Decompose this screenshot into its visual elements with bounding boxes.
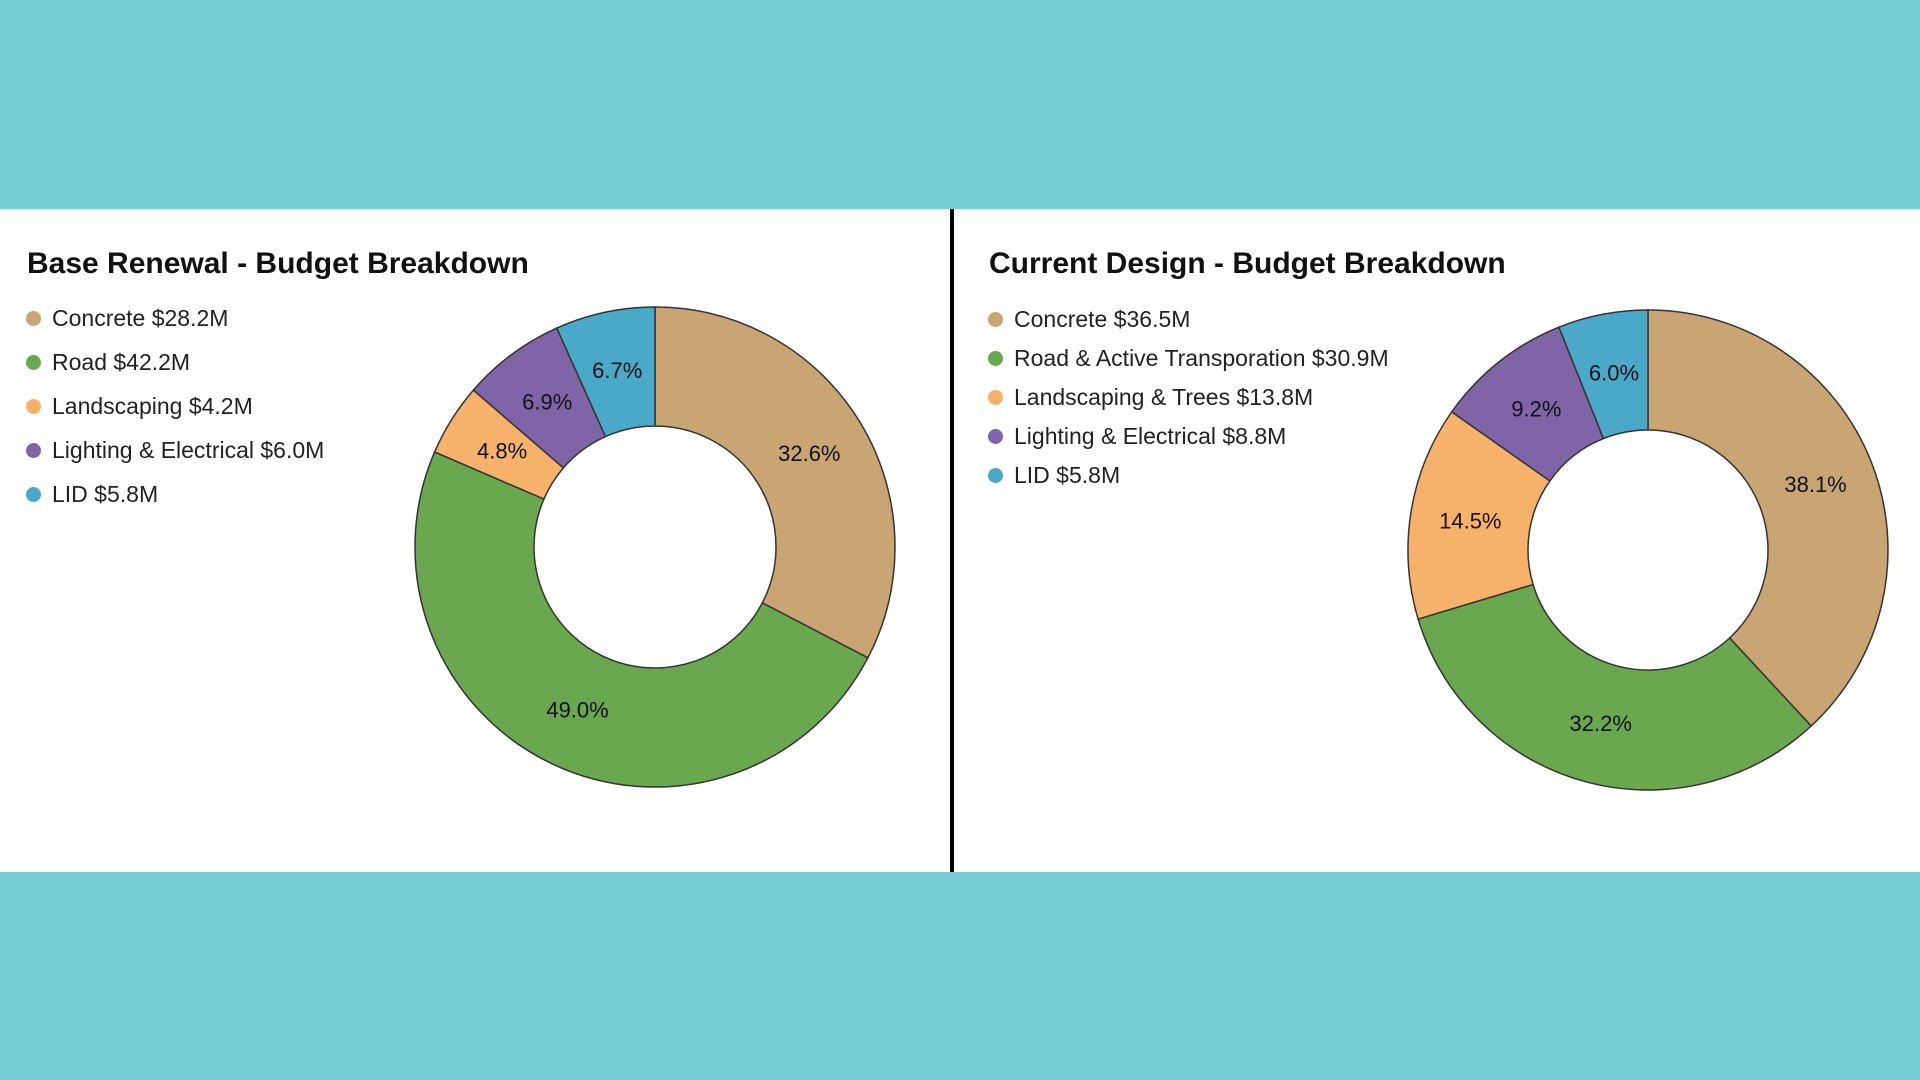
legend-item-concrete: Concrete $28.2M: [26, 296, 324, 340]
legend-dot-icon: [988, 390, 1003, 405]
legend-item-concrete: Concrete $36.5M: [988, 300, 1389, 339]
chart-title: Base Renewal - Budget Breakdown: [27, 247, 529, 280]
legend-dot-icon: [26, 398, 41, 414]
donut-slice-landscaping-trees: [1407, 410, 1551, 620]
slice-percent-label: 38.1%: [1784, 472, 1846, 497]
legend-label: Lighting & Electrical $6.0M: [52, 436, 325, 463]
slice-percent-label: 49.0%: [546, 698, 608, 723]
legend-item-lighting-electrical: Lighting & Electrical $6.0M: [26, 428, 324, 472]
legend-label: Concrete $36.5M: [1014, 306, 1191, 332]
legend-label: LID $5.8M: [1014, 462, 1121, 488]
legend-item-road-active-transportation: Road & Active Transporation $30.9M: [988, 339, 1389, 378]
legend-label: Landscaping & Trees $13.8M: [1014, 384, 1314, 410]
legend-dot-icon: [988, 429, 1003, 444]
chart-legend: Concrete $28.2M Road $42.2M Landscaping …: [26, 296, 324, 516]
base-renewal-donut-chart: 32.6% 49.0% 4.8% 6.9% 6.7%: [414, 306, 896, 788]
legend-dot-icon: [988, 312, 1003, 327]
donut-slice-lid: [1557, 309, 1649, 440]
slice-percent-label: 14.5%: [1439, 509, 1501, 534]
slice-percent-label: 6.0%: [1589, 361, 1639, 386]
legend-label: Road $42.2M: [52, 348, 191, 375]
slice-percent-label: 32.6%: [778, 441, 840, 466]
donut-slice-road: [414, 450, 869, 788]
base-renewal-chart-panel: Base Renewal - Budget Breakdown Concrete…: [0, 209, 950, 872]
slice-percent-label: 9.2%: [1511, 396, 1561, 421]
legend-item-lighting-electrical: Lighting & Electrical $8.8M: [988, 417, 1389, 456]
legend-label: Road & Active Transporation $30.9M: [1014, 345, 1389, 371]
legend-label: Concrete $28.2M: [52, 304, 229, 331]
legend-item-lid: LID $5.8M: [26, 472, 324, 516]
current-design-donut-chart: 38.1% 32.2% 14.5% 9.2% 6.0%: [1407, 309, 1889, 791]
chart-divider: [950, 209, 954, 872]
legend-label: Landscaping $4.2M: [52, 392, 253, 419]
legend-dot-icon: [988, 468, 1003, 483]
legend-dot-icon: [988, 351, 1003, 366]
chart-title: Current Design - Budget Breakdown: [989, 247, 1506, 280]
legend-item-landscaping: Landscaping $4.2M: [26, 384, 324, 428]
slice-percent-label: 6.7%: [592, 358, 642, 383]
legend-item-lid: LID $5.8M: [988, 456, 1389, 495]
legend-dot-icon: [26, 310, 41, 326]
legend-dot-icon: [26, 486, 41, 502]
chart-legend: Concrete $36.5M Road & Active Transporat…: [988, 300, 1389, 495]
legend-item-landscaping-trees: Landscaping & Trees $13.8M: [988, 378, 1389, 417]
slice-percent-label: 32.2%: [1570, 711, 1632, 736]
current-design-chart-panel: Current Design - Budget Breakdown Concre…: [954, 209, 1920, 872]
legend-item-road: Road $42.2M: [26, 340, 324, 384]
donut-slice-concrete: [1647, 309, 1889, 728]
donut-slice-concrete: [654, 306, 896, 659]
slice-percent-label: 6.9%: [522, 390, 572, 415]
donut-slice-lid: [555, 306, 656, 438]
donut-slice-road-active-transporation: [1417, 583, 1813, 791]
legend-dot-icon: [26, 442, 41, 458]
slice-percent-label: 4.8%: [477, 439, 527, 464]
legend-label: LID $5.8M: [52, 480, 159, 507]
legend-label: Lighting & Electrical $8.8M: [1014, 423, 1287, 449]
legend-dot-icon: [26, 354, 41, 370]
